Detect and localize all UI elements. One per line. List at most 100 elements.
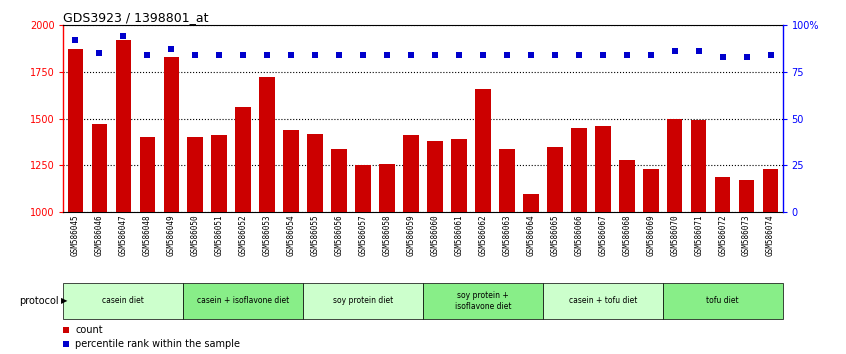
Text: percentile rank within the sample: percentile rank within the sample	[75, 339, 240, 349]
Bar	[235, 107, 251, 212]
Text: GSM586045: GSM586045	[71, 215, 80, 256]
Point	[140, 52, 154, 58]
Bar	[691, 120, 706, 212]
Text: count: count	[75, 325, 102, 335]
Point	[284, 52, 298, 58]
Text: GSM586050: GSM586050	[191, 215, 200, 256]
Bar	[212, 136, 227, 212]
Point	[117, 33, 130, 39]
Bar	[423, 283, 543, 319]
Bar	[188, 137, 203, 212]
Text: GSM586057: GSM586057	[359, 215, 367, 256]
Text: GSM586068: GSM586068	[623, 215, 631, 256]
Point	[644, 52, 657, 58]
Text: tofu diet: tofu diet	[706, 296, 739, 306]
Text: GSM586052: GSM586052	[239, 215, 248, 256]
Text: GSM586062: GSM586062	[479, 215, 487, 256]
Bar	[332, 149, 347, 212]
Point	[92, 50, 106, 56]
Bar	[63, 283, 184, 319]
Bar	[739, 179, 755, 212]
Point	[332, 52, 346, 58]
Point	[476, 52, 490, 58]
Text: GSM586066: GSM586066	[574, 215, 583, 256]
Bar	[427, 141, 442, 212]
Point	[308, 52, 321, 58]
Text: GSM586072: GSM586072	[718, 215, 727, 256]
Point	[356, 52, 370, 58]
Text: GSM586060: GSM586060	[431, 215, 439, 256]
Bar	[543, 283, 662, 319]
Bar	[260, 77, 275, 212]
Text: GDS3923 / 1398801_at: GDS3923 / 1398801_at	[63, 11, 209, 24]
Point	[548, 52, 562, 58]
Point	[189, 52, 202, 58]
Bar	[307, 133, 323, 212]
Text: GSM586064: GSM586064	[526, 215, 536, 256]
Text: GSM586074: GSM586074	[766, 215, 775, 256]
Point	[59, 327, 73, 333]
Bar	[499, 149, 514, 212]
Bar	[184, 283, 303, 319]
Text: GSM586069: GSM586069	[646, 215, 655, 256]
Bar	[379, 164, 395, 212]
Point	[596, 52, 609, 58]
Point	[572, 52, 585, 58]
Bar	[303, 283, 423, 319]
Text: GSM586059: GSM586059	[407, 215, 415, 256]
Point	[524, 52, 537, 58]
Bar	[451, 139, 467, 212]
Text: GSM586047: GSM586047	[119, 215, 128, 256]
Point	[500, 52, 514, 58]
Bar	[571, 128, 586, 212]
Bar	[475, 88, 491, 212]
Text: GSM586055: GSM586055	[310, 215, 320, 256]
Point	[739, 54, 753, 59]
Bar	[763, 169, 778, 212]
Text: GSM586054: GSM586054	[287, 215, 295, 256]
Text: soy protein +
isoflavone diet: soy protein + isoflavone diet	[454, 291, 511, 310]
Point	[667, 48, 681, 54]
Text: GSM586061: GSM586061	[454, 215, 464, 256]
Point	[380, 52, 393, 58]
Point	[164, 46, 178, 52]
Text: GSM586048: GSM586048	[143, 215, 151, 256]
Text: GSM586070: GSM586070	[670, 215, 679, 256]
Text: soy protein diet: soy protein diet	[333, 296, 393, 306]
Bar	[404, 136, 419, 212]
Point	[261, 52, 274, 58]
Text: GSM586049: GSM586049	[167, 215, 176, 256]
Text: GSM586058: GSM586058	[382, 215, 392, 256]
Bar	[91, 124, 107, 212]
Bar	[667, 119, 683, 212]
Text: GSM586073: GSM586073	[742, 215, 751, 256]
Bar	[619, 160, 634, 212]
Point	[212, 52, 226, 58]
Point	[404, 52, 418, 58]
Bar	[547, 147, 563, 212]
Text: GSM586051: GSM586051	[215, 215, 223, 256]
Point	[764, 52, 777, 58]
Bar	[355, 165, 371, 212]
Text: GSM586065: GSM586065	[551, 215, 559, 256]
Bar	[140, 137, 155, 212]
Bar	[68, 49, 83, 212]
Bar	[643, 169, 658, 212]
Text: GSM586071: GSM586071	[695, 215, 703, 256]
Text: casein + tofu diet: casein + tofu diet	[569, 296, 637, 306]
Point	[69, 37, 82, 42]
Text: protocol: protocol	[19, 296, 59, 306]
Point	[236, 52, 250, 58]
Text: ▶: ▶	[61, 296, 68, 306]
Text: casein + isoflavone diet: casein + isoflavone diet	[197, 296, 289, 306]
Point	[692, 48, 706, 54]
Text: GSM586053: GSM586053	[263, 215, 272, 256]
Bar	[163, 57, 179, 212]
Point	[428, 52, 442, 58]
Bar	[116, 40, 131, 212]
Point	[452, 52, 465, 58]
Point	[59, 341, 73, 347]
Text: GSM586056: GSM586056	[335, 215, 343, 256]
Point	[620, 52, 634, 58]
Bar	[715, 177, 730, 212]
